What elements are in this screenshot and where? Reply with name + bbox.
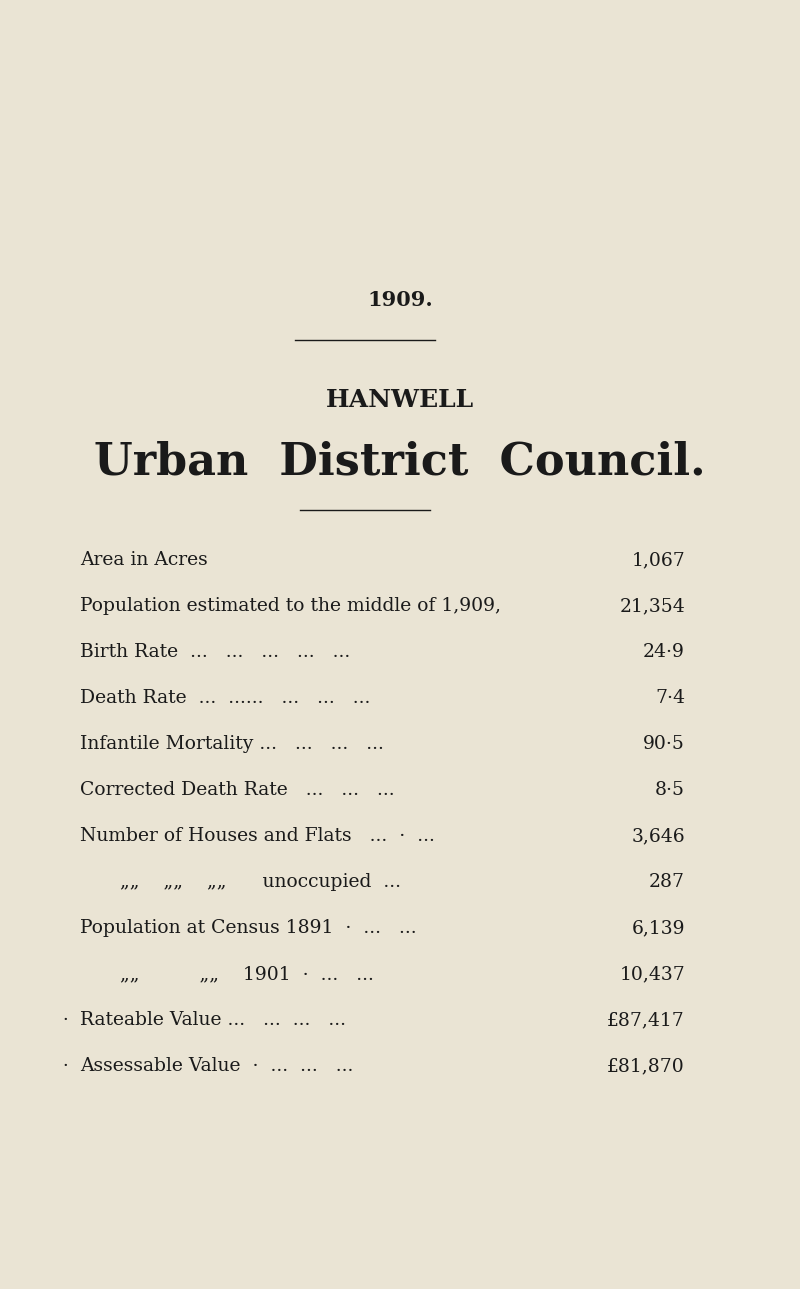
Text: Assessable Value  ·  ...  ...   ...: Assessable Value · ... ... ... [80,1057,354,1075]
Text: Population at Census 1891  ·  ...   ...: Population at Census 1891 · ... ... [80,919,417,937]
Text: 7·4: 7·4 [655,690,685,706]
Text: 6,139: 6,139 [631,919,685,937]
Text: Infantile Mortality ...   ...   ...   ...: Infantile Mortality ... ... ... ... [80,735,384,753]
Text: Corrected Death Rate   ...   ...   ...: Corrected Death Rate ... ... ... [80,781,394,799]
Text: Death Rate  ...  ......   ...   ...   ...: Death Rate ... ...... ... ... ... [80,690,370,706]
Text: 10,437: 10,437 [619,965,685,984]
Text: „„          „„    1901  ·  ...   ...: „„ „„ 1901 · ... ... [120,965,374,984]
Text: Rateable Value ...   ...  ...   ...: Rateable Value ... ... ... ... [80,1011,346,1029]
Text: Number of Houses and Flats   ...  ·  ...: Number of Houses and Flats ... · ... [80,828,435,846]
Text: 21,354: 21,354 [619,597,685,615]
Text: HANWELL: HANWELL [326,388,474,412]
Text: 90·5: 90·5 [643,735,685,753]
Text: 287: 287 [649,873,685,891]
Text: 24·9: 24·9 [643,643,685,661]
Text: 3,646: 3,646 [631,828,685,846]
Text: £81,870: £81,870 [607,1057,685,1075]
Text: Population estimated to the middle of 1,909,: Population estimated to the middle of 1,… [80,597,501,615]
Text: ·: · [62,1057,68,1075]
Text: 1909.: 1909. [367,290,433,309]
Text: „„    „„    „„      unoccupied  ...: „„ „„ „„ unoccupied ... [120,873,401,891]
Text: 1,067: 1,067 [631,550,685,568]
Text: ·: · [62,1011,68,1029]
Text: 8·5: 8·5 [655,781,685,799]
Text: Urban  District  Council.: Urban District Council. [94,441,706,483]
Text: £87,417: £87,417 [607,1011,685,1029]
Text: Birth Rate  ...   ...   ...   ...   ...: Birth Rate ... ... ... ... ... [80,643,350,661]
Text: Area in Acres: Area in Acres [80,550,208,568]
